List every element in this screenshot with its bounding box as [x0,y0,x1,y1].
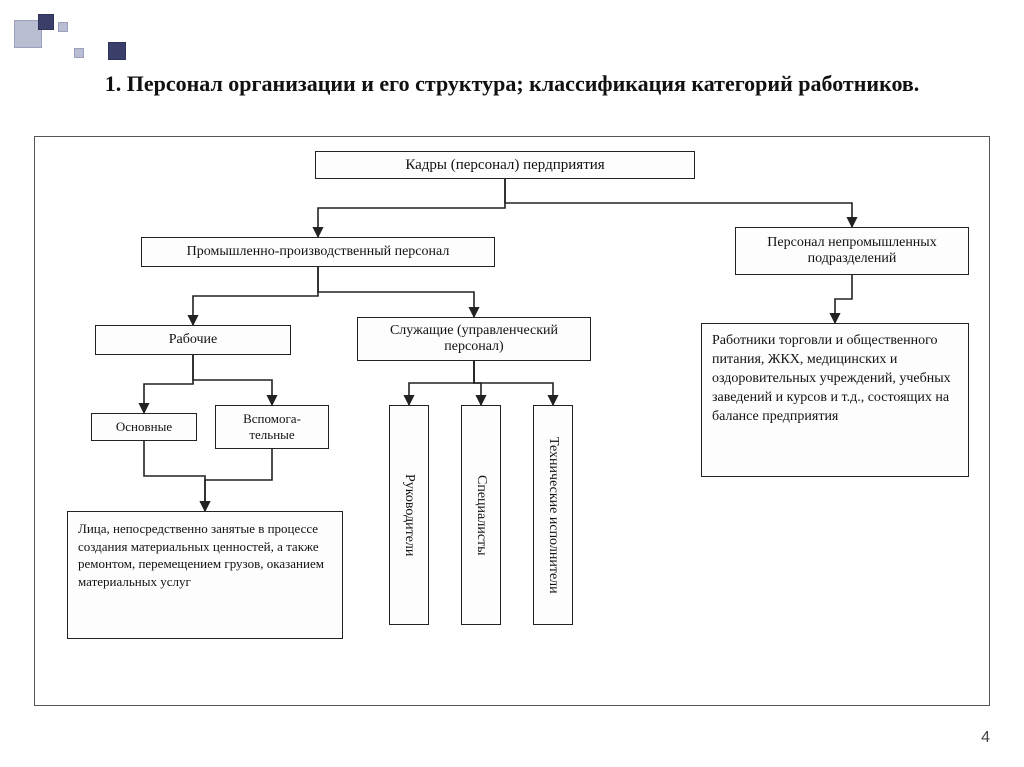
node-mgr: Руководители [389,405,429,625]
edge-workers-aux_w [193,355,272,405]
edge-main_w-desc [144,441,205,511]
edge-employees-tech [474,361,553,405]
edge-aux_w-desc [205,449,272,511]
node-ind: Промышленно-производственный персонал [141,237,495,267]
node-tech: Технические исполнители [533,405,573,625]
edge-ind-employees [318,267,474,317]
edge-workers-main_w [144,355,193,413]
diagram-frame: Кадры (персонал) пердприятия Промышленно-… [34,136,990,706]
node-workers: Рабочие [95,325,291,355]
node-root: Кадры (персонал) пердприятия [315,151,695,179]
edge-root-nonind [505,179,852,227]
node-desc: Лица, непосредственно занятые в процессе… [67,511,343,639]
edge-nonind-nonind_desc [835,275,852,323]
decor-square [58,22,68,32]
edge-employees-mgr [409,361,474,405]
node-employees: Служащие (управленческий персонал) [357,317,591,361]
edge-root-ind [318,179,505,237]
edge-ind-workers [193,267,318,325]
page-number: 4 [981,729,990,747]
node-nonind: Персонал непромышленных подразделений [735,227,969,275]
node-aux_w: Вспомога-тельные [215,405,329,449]
edge-employees-spec [474,361,481,405]
decor-square [38,14,54,30]
page-title: 1. Персонал организации и его структура;… [0,70,1024,98]
node-main_w: Основные [91,413,197,441]
node-nonind_desc: Работники торговли и общественного питан… [701,323,969,477]
node-spec: Специалисты [461,405,501,625]
decor-square [74,48,84,58]
decor-square [108,42,126,60]
